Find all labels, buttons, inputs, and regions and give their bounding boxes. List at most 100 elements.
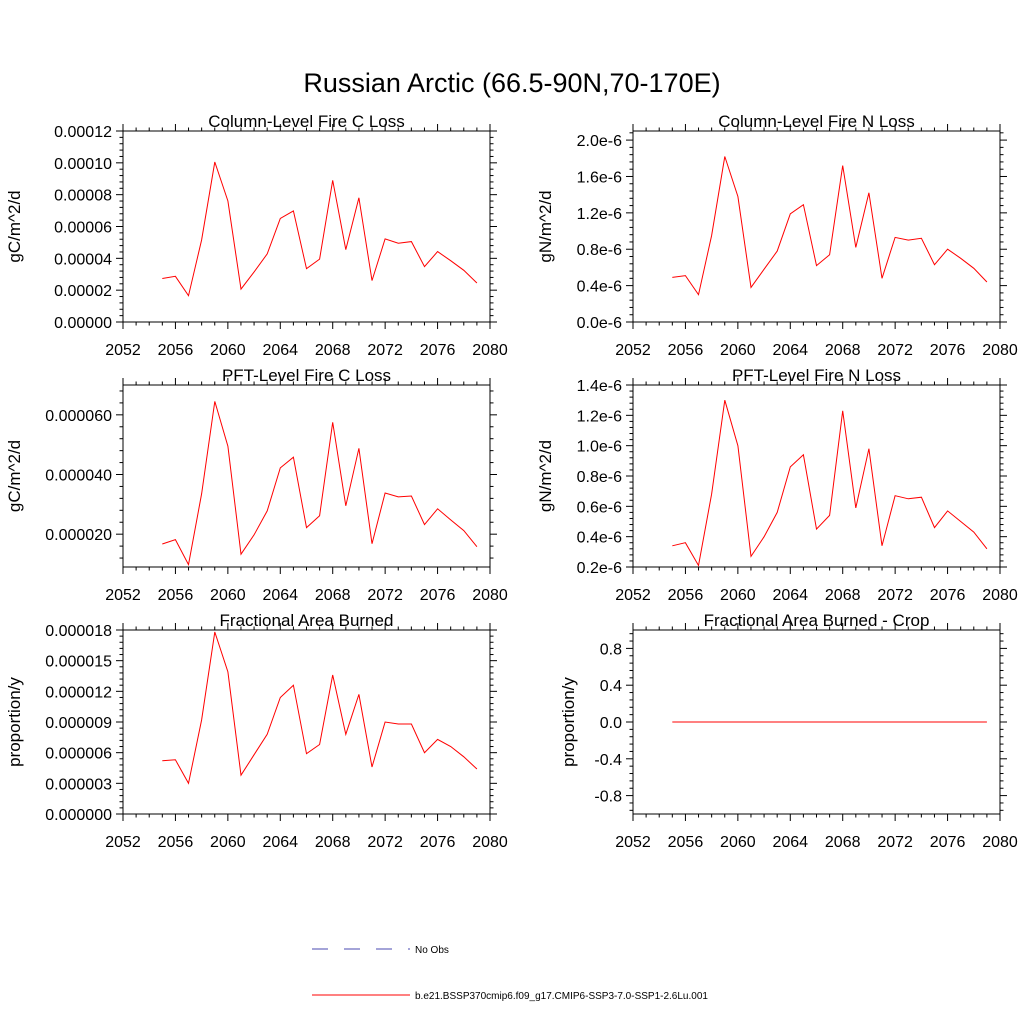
panel-title: PFT-Level Fire N Loss: [732, 366, 901, 385]
x-tick-label: 2068: [315, 834, 351, 851]
x-tick-label: 2064: [262, 587, 298, 604]
panel-title: Column-Level Fire N Loss: [718, 112, 915, 131]
y-tick-label: 0.2e-6: [577, 560, 622, 577]
x-tick-label: 2060: [720, 587, 756, 604]
x-tick-label: 2080: [982, 587, 1018, 604]
chart-panel: PFT-Level Fire C Loss gC/m^2/d 2052 2056 206…: [5, 366, 508, 604]
x-tick-label: 2060: [210, 587, 246, 604]
y-tick-label: 0.00012: [54, 124, 112, 141]
x-tick-label: 2072: [367, 834, 403, 851]
chart-panel: Column-Level Fire C Loss gC/m^2/d 2052 2056…: [5, 112, 508, 359]
plot-frame: [632, 384, 1001, 568]
y-tick-label: 0.8: [600, 641, 622, 658]
y-tick-label: 0.4: [600, 678, 622, 695]
y-tick-label: -0.8: [594, 789, 622, 806]
x-tick-label: 2064: [772, 342, 808, 359]
y-tick-label: 0.000009: [45, 715, 112, 732]
y-tick-label: 0.4e-6: [577, 530, 622, 547]
series-line: [162, 631, 478, 785]
x-tick-label: 2056: [668, 587, 704, 604]
y-tick-label: 0.000040: [45, 468, 112, 485]
y-tick-label: 0.00006: [54, 220, 112, 237]
x-tick-label: 2060: [720, 834, 756, 851]
y-tick-label: 1.4e-6: [577, 378, 622, 395]
y-tick-label: 1.2e-6: [577, 408, 622, 425]
y-axis-label: gC/m^2/d: [5, 190, 24, 262]
x-tick-label: 2056: [158, 342, 194, 359]
x-tick-label: 2060: [210, 834, 246, 851]
y-axis-label: gN/m^2/d: [536, 440, 555, 512]
series-line: [162, 161, 478, 297]
panels: Column-Level Fire C Loss gC/m^2/d 2052 2056…: [5, 112, 1018, 851]
series-line: [672, 156, 988, 296]
x-tick-label: 2056: [668, 342, 704, 359]
x-tick-label: 2072: [367, 587, 403, 604]
chart-panel: Column-Level Fire N Loss gN/m^2/d 2052 2056…: [536, 112, 1018, 359]
x-tick-label: 2080: [982, 834, 1018, 851]
x-tick-label: 2060: [720, 342, 756, 359]
y-tick-label: 0.00002: [54, 283, 112, 300]
x-tick-label: 2068: [825, 587, 861, 604]
x-tick-label: 2076: [420, 342, 456, 359]
y-tick-label: 0.000012: [45, 684, 112, 701]
x-tick-label: 2076: [930, 587, 966, 604]
legend: No Obs b.e21.BSSP370cmip6.f09_g17.CMIP6-…: [312, 945, 708, 1002]
y-axis-label: proportion/y: [559, 677, 578, 767]
legend-label-model: b.e21.BSSP370cmip6.f09_g17.CMIP6-SSP3-7.…: [415, 991, 708, 1002]
y-tick-label: 0.000015: [45, 654, 112, 671]
panel-title: Column-Level Fire C Loss: [208, 112, 405, 131]
plot-frame: [122, 130, 491, 323]
legend-label-obs: No Obs: [415, 945, 449, 956]
x-tick-label: 2072: [877, 834, 913, 851]
y-tick-label: 0.00010: [54, 156, 112, 173]
x-tick-label: 2056: [158, 834, 194, 851]
y-axis-label: gN/m^2/d: [536, 190, 555, 262]
y-tick-label: 1.0e-6: [577, 439, 622, 456]
x-tick-label: 2080: [472, 834, 508, 851]
plot-frame: [632, 130, 1001, 323]
y-tick-label: -0.4: [594, 752, 622, 769]
y-tick-label: 2.0e-6: [577, 133, 622, 150]
x-tick-label: 2056: [668, 834, 704, 851]
x-tick-label: 2076: [930, 834, 966, 851]
panel-title: Fractional Area Burned - Crop: [704, 611, 930, 630]
x-tick-label: 2068: [315, 587, 351, 604]
y-tick-label: 0.00004: [54, 251, 112, 268]
y-tick-label: 0.000060: [45, 408, 112, 425]
x-tick-label: 2056: [158, 587, 194, 604]
x-tick-label: 2076: [930, 342, 966, 359]
plot-frame: [122, 629, 491, 815]
y-tick-label: 0.4e-6: [577, 279, 622, 296]
y-tick-label: 0.00000: [54, 315, 112, 332]
x-tick-label: 2052: [105, 342, 141, 359]
x-tick-label: 2076: [420, 834, 456, 851]
chart-panel: PFT-Level Fire N Loss gN/m^2/d 2052 2056 206…: [536, 366, 1018, 604]
y-tick-label: 0.6e-6: [577, 499, 622, 516]
y-axis-label: gC/m^2/d: [5, 440, 24, 512]
y-tick-label: 0.000020: [45, 527, 112, 544]
x-tick-label: 2060: [210, 342, 246, 359]
x-tick-label: 2072: [877, 342, 913, 359]
chart-panel: Fractional Area Burned proportion/y 2052 20…: [5, 611, 508, 851]
y-tick-label: 0.0: [600, 715, 622, 732]
x-tick-label: 2068: [825, 342, 861, 359]
x-tick-label: 2052: [615, 342, 651, 359]
y-tick-label: 0.0e-6: [577, 315, 622, 332]
y-tick-label: 0.8e-6: [577, 242, 622, 259]
x-tick-label: 2072: [367, 342, 403, 359]
x-tick-label: 2052: [105, 834, 141, 851]
panel-title: Fractional Area Burned: [220, 611, 394, 630]
x-tick-label: 2052: [105, 587, 141, 604]
y-tick-label: 1.2e-6: [577, 206, 622, 223]
x-tick-label: 2064: [772, 834, 808, 851]
x-tick-label: 2068: [825, 834, 861, 851]
x-tick-label: 2068: [315, 342, 351, 359]
y-tick-label: 0.00008: [54, 188, 112, 205]
x-tick-label: 2080: [472, 587, 508, 604]
y-tick-label: 0.000003: [45, 776, 112, 793]
plot-frame: [122, 384, 491, 568]
x-tick-label: 2064: [262, 834, 298, 851]
panel-title: PFT-Level Fire C Loss: [222, 366, 391, 385]
y-tick-label: 0.8e-6: [577, 469, 622, 486]
